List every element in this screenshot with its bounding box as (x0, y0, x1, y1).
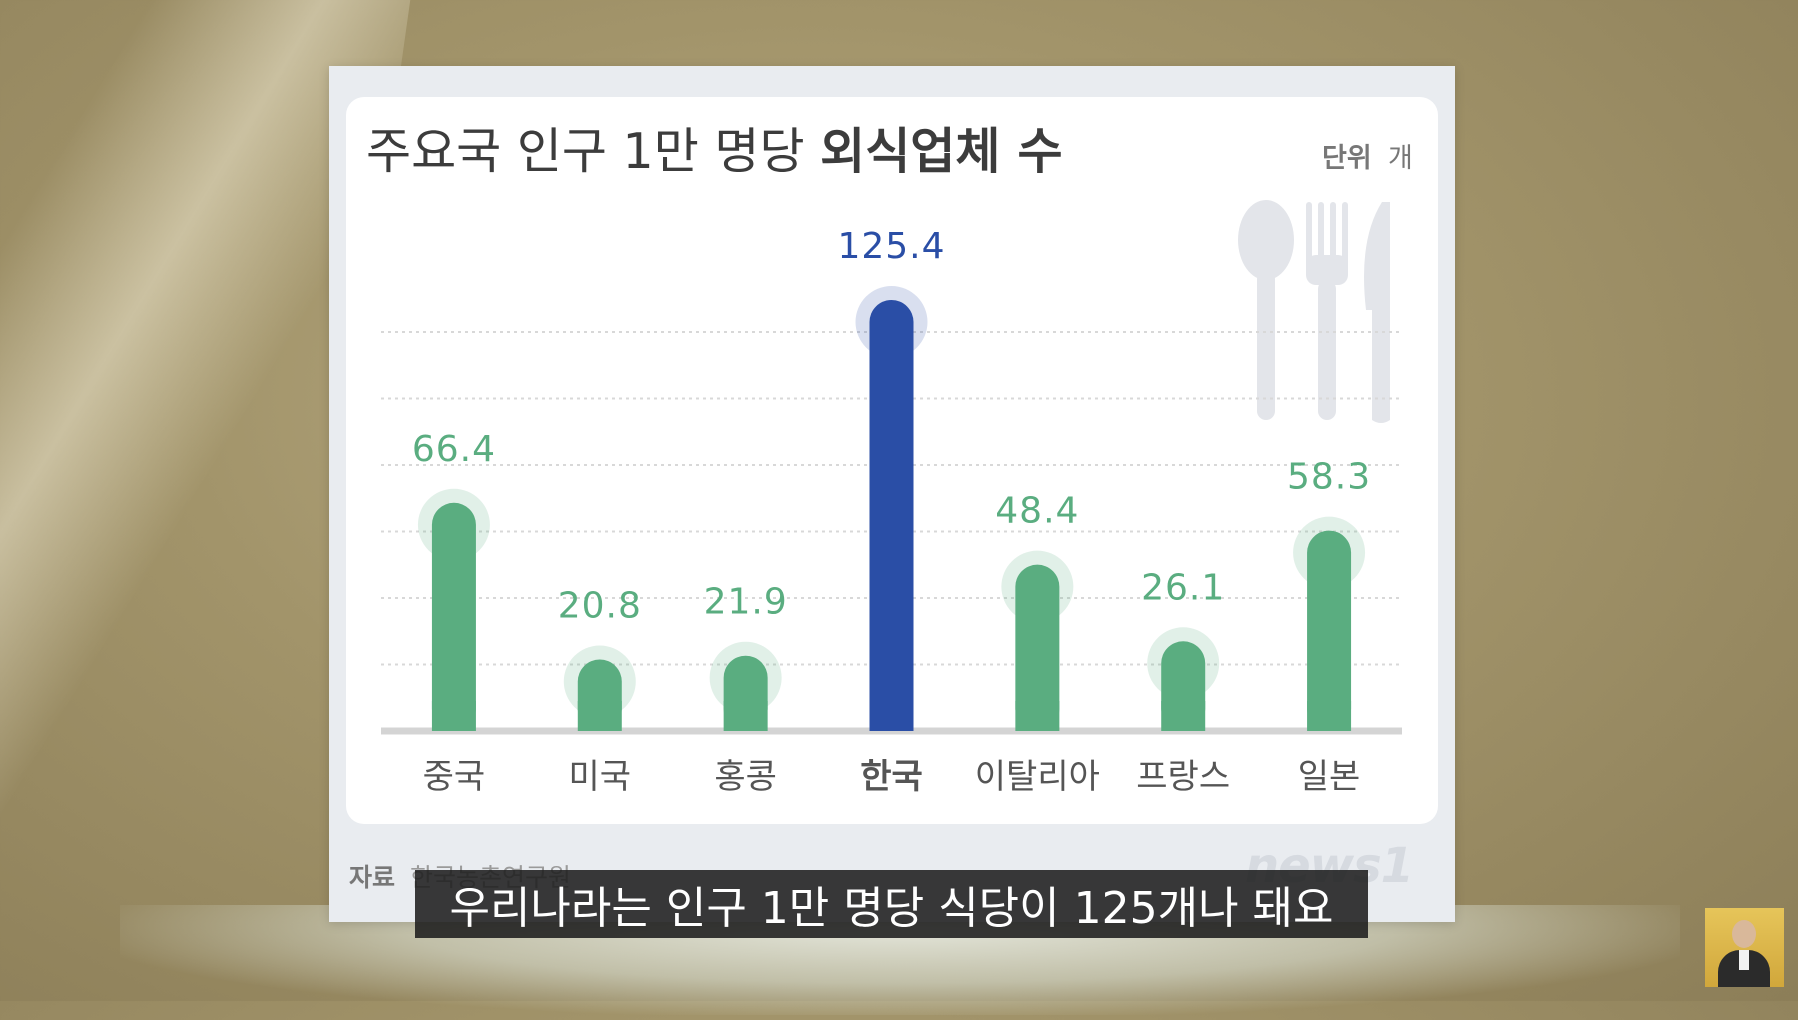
bar-base (1161, 701, 1206, 731)
value-label: 48.4 (995, 491, 1079, 532)
bar-base (869, 701, 914, 731)
category-label: 프랑스 (1136, 757, 1230, 797)
source-label: 자료 (349, 863, 396, 892)
bar-base (723, 701, 768, 731)
category-label: 이탈리아 (975, 757, 1100, 797)
bars-layer: 66.4 중국 20.8 미국 21.9 홍콩 125.4 한국 48.4 이탈리아 26.1 프랑스… (412, 226, 1371, 797)
category-label: 미국 (569, 757, 632, 797)
value-label: 58.3 (1287, 457, 1371, 498)
category-label: 홍콩 (714, 757, 777, 797)
bar-group-3: 125.4 한국 (837, 226, 945, 797)
value-label: 26.1 (1141, 567, 1225, 608)
value-label: 125.4 (837, 226, 945, 267)
category-label: 한국 (860, 757, 923, 797)
chart-title-regular: 주요국 인구 1만 명당 (366, 123, 821, 180)
presenter-avatar (1705, 908, 1784, 987)
subtitle-caption: 우리나라는 인구 1만 명당 식당이 125개나 돼요 (415, 870, 1368, 938)
avatar-shirt (1739, 950, 1749, 970)
grid-lines (381, 331, 1402, 666)
fork-icon (1306, 202, 1348, 420)
value-label: 20.8 (558, 586, 642, 627)
bar-group-1: 20.8 미국 (558, 586, 642, 797)
bar-base (431, 701, 476, 731)
value-label: 66.4 (412, 429, 496, 470)
bar-group-2: 21.9 홍콩 (704, 582, 788, 797)
bar-group-0: 66.4 중국 (412, 429, 496, 797)
cutlery-icons (1238, 200, 1390, 423)
knife-icon (1364, 202, 1390, 423)
bar-base (577, 701, 622, 731)
bar-base (1015, 701, 1060, 731)
bar (869, 300, 914, 731)
bar-group-4: 48.4 이탈리아 (975, 491, 1100, 797)
bar (431, 502, 476, 731)
unit-value: 개 (1388, 143, 1413, 174)
bar (1015, 564, 1060, 731)
category-label: 중국 (423, 757, 486, 797)
bar-group-5: 26.1 프랑스 (1136, 567, 1230, 797)
chart-title: 주요국 인구 1만 명당 외식업체 수 (366, 112, 1063, 183)
category-label: 일본 (1298, 757, 1361, 797)
bar (1307, 530, 1352, 731)
unit-label: 단위 (1322, 143, 1372, 174)
avatar-head (1732, 920, 1756, 948)
spoon-icon (1238, 200, 1294, 420)
value-label: 21.9 (704, 582, 788, 623)
bar-base (1307, 701, 1352, 731)
chart-title-bold: 외식업체 수 (820, 123, 1063, 180)
bar-group-6: 58.3 일본 (1287, 457, 1371, 797)
